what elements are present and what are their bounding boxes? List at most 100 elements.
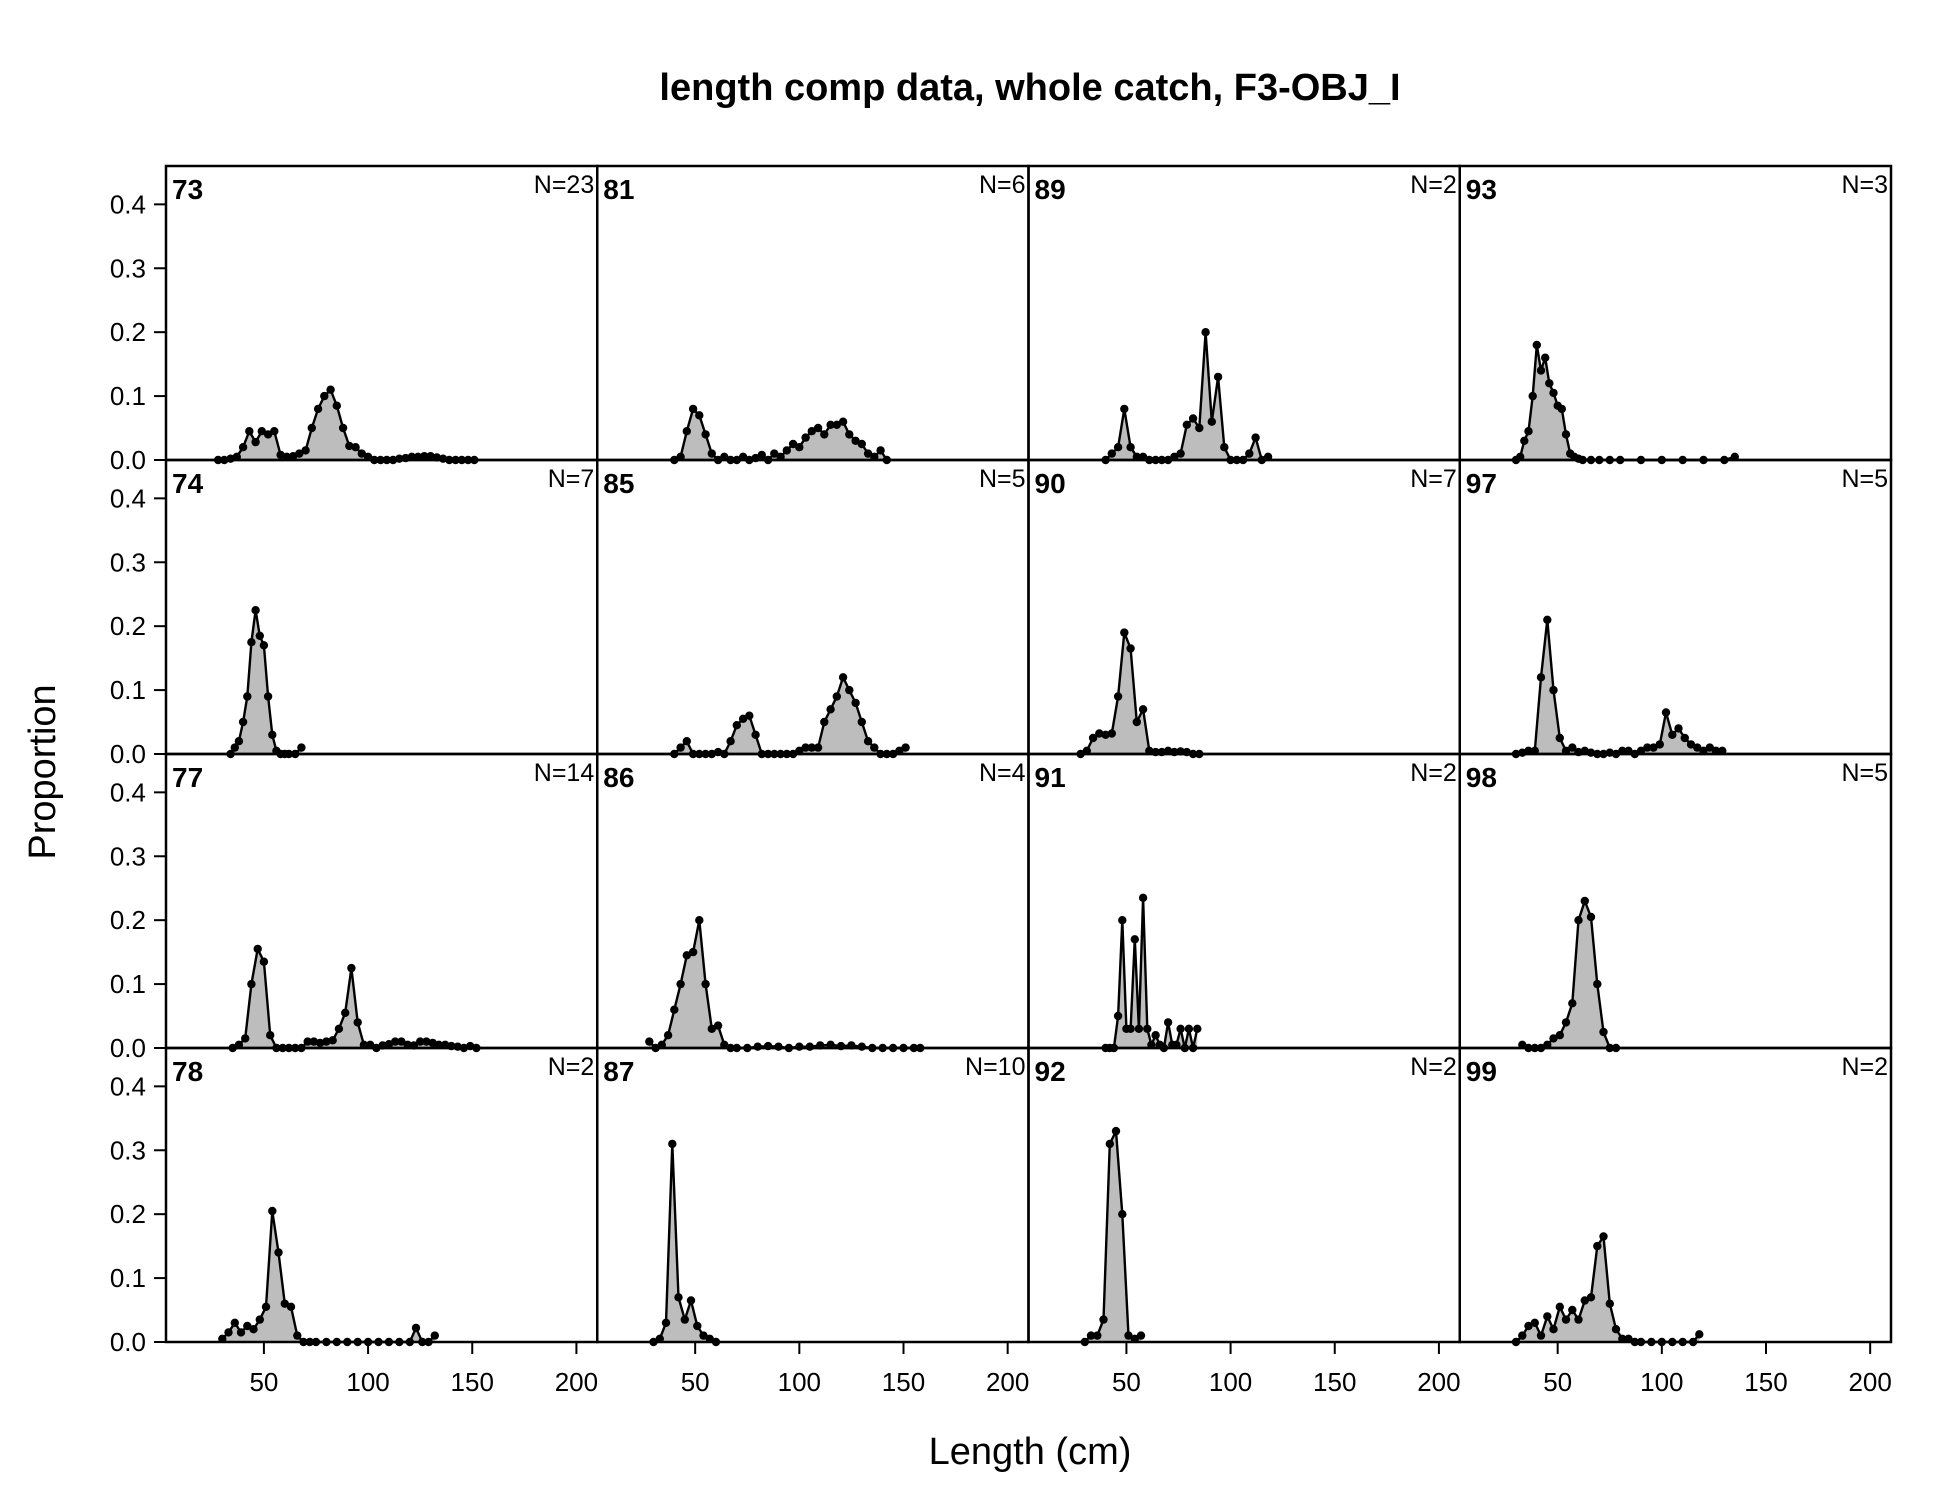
data-point [249,1325,258,1334]
panel-year-label: 86 [603,762,634,793]
panel-frame [1458,1046,1893,1344]
data-point [774,1042,783,1051]
data-point [732,721,741,730]
data-point [1220,443,1229,452]
panel-frame [596,752,1030,1050]
data-point [832,420,841,429]
data-point [851,436,860,445]
data-point [1680,733,1690,743]
data-point [357,449,366,458]
series-area [1516,345,1735,460]
data-point [241,1034,250,1043]
data-point [851,698,860,708]
panel-year-label: 97 [1466,468,1497,499]
panel-year-label: 78 [172,1056,203,1087]
panel-n-label: N=7 [1410,465,1457,493]
panel-frame [1027,752,1461,1050]
x-tick-label: 150 [882,1367,925,1397]
panel-frame [1458,458,1893,756]
panels-group: 73 N=23 0.0 0.1 0.2 0.3 0.4 81 N=6 89 N=2 93 N=3 74 N=… [110,164,1893,1397]
data-point [1674,724,1683,733]
x-tick-label: 50 [1112,1367,1141,1397]
data-point [807,743,816,752]
panel-frame [596,458,1030,756]
data-point [332,401,341,410]
data-point [1543,615,1552,624]
data-point [297,743,306,752]
series-area [653,1143,716,1342]
data-point [397,1037,406,1046]
y-tick-label: 0.1 [110,381,146,411]
series-area [218,389,475,460]
data-point [805,1042,814,1051]
panel-89: 89 N=2 [1027,164,1461,465]
data-point [1549,685,1558,695]
panel-n-label: N=2 [1410,171,1457,199]
data-point [353,1018,362,1027]
series-area [674,677,906,754]
data-point [1099,1315,1108,1324]
panel-year-label: 85 [603,468,634,499]
panel-n-label: N=2 [548,1053,595,1081]
data-point [801,743,810,752]
data-point [1593,979,1602,989]
data-point [1518,1331,1527,1340]
panel-n-label: N=5 [1841,759,1888,787]
data-point [245,427,254,436]
data-point [1541,353,1550,362]
data-point [820,430,829,439]
data-point [1120,628,1129,637]
panel-n-label: N=2 [1410,759,1457,787]
data-point [384,1040,394,1049]
y-tick-label: 0.4 [110,1071,146,1101]
data-point [801,433,810,442]
data-point [701,430,710,439]
data-point [430,1331,439,1340]
data-point [1176,449,1185,458]
data-point [1574,916,1583,925]
panel-year-label: 81 [603,174,634,205]
data-point [1143,1024,1152,1034]
panel-frame [164,164,599,462]
chart-title: length comp data, whole catch, F3-OBJ_I [659,67,1400,109]
series-line [221,1210,436,1344]
data-point [320,391,329,401]
data-point [1132,717,1142,727]
data-point [726,737,735,746]
x-tick-label: 100 [1640,1367,1683,1397]
data-point [259,641,269,650]
data-point [832,692,841,701]
data-point [1136,1331,1146,1340]
panel-n-label: N=5 [979,465,1026,493]
data-point [1118,916,1127,925]
data-point [1111,1126,1121,1136]
data-point [1520,436,1529,445]
data-point [293,1331,302,1340]
data-point [263,692,273,701]
data-point [1124,1331,1133,1340]
data-point [770,449,779,458]
data-point [699,1331,708,1340]
series-area [222,1211,435,1342]
y-tick-label: 0.1 [110,675,146,705]
data-point [838,673,848,682]
data-point [301,446,310,455]
y-tick-label: 0.2 [110,905,146,935]
panel-frame [1027,458,1461,756]
y-tick-label: 0.4 [110,777,146,807]
data-point [1093,1331,1102,1340]
panel-frame [1458,164,1893,462]
series-line [652,1143,717,1344]
x-tick-label: 200 [1417,1367,1460,1397]
data-point [738,714,748,723]
data-point [1580,896,1590,906]
data-point [1188,414,1198,423]
panel-frame [1027,164,1461,462]
data-point [1213,372,1223,382]
panel-year-label: 99 [1466,1056,1497,1087]
data-point [1643,743,1652,752]
data-point [1182,420,1192,429]
panel-n-label: N=14 [534,759,595,787]
series-area [1084,1131,1141,1342]
